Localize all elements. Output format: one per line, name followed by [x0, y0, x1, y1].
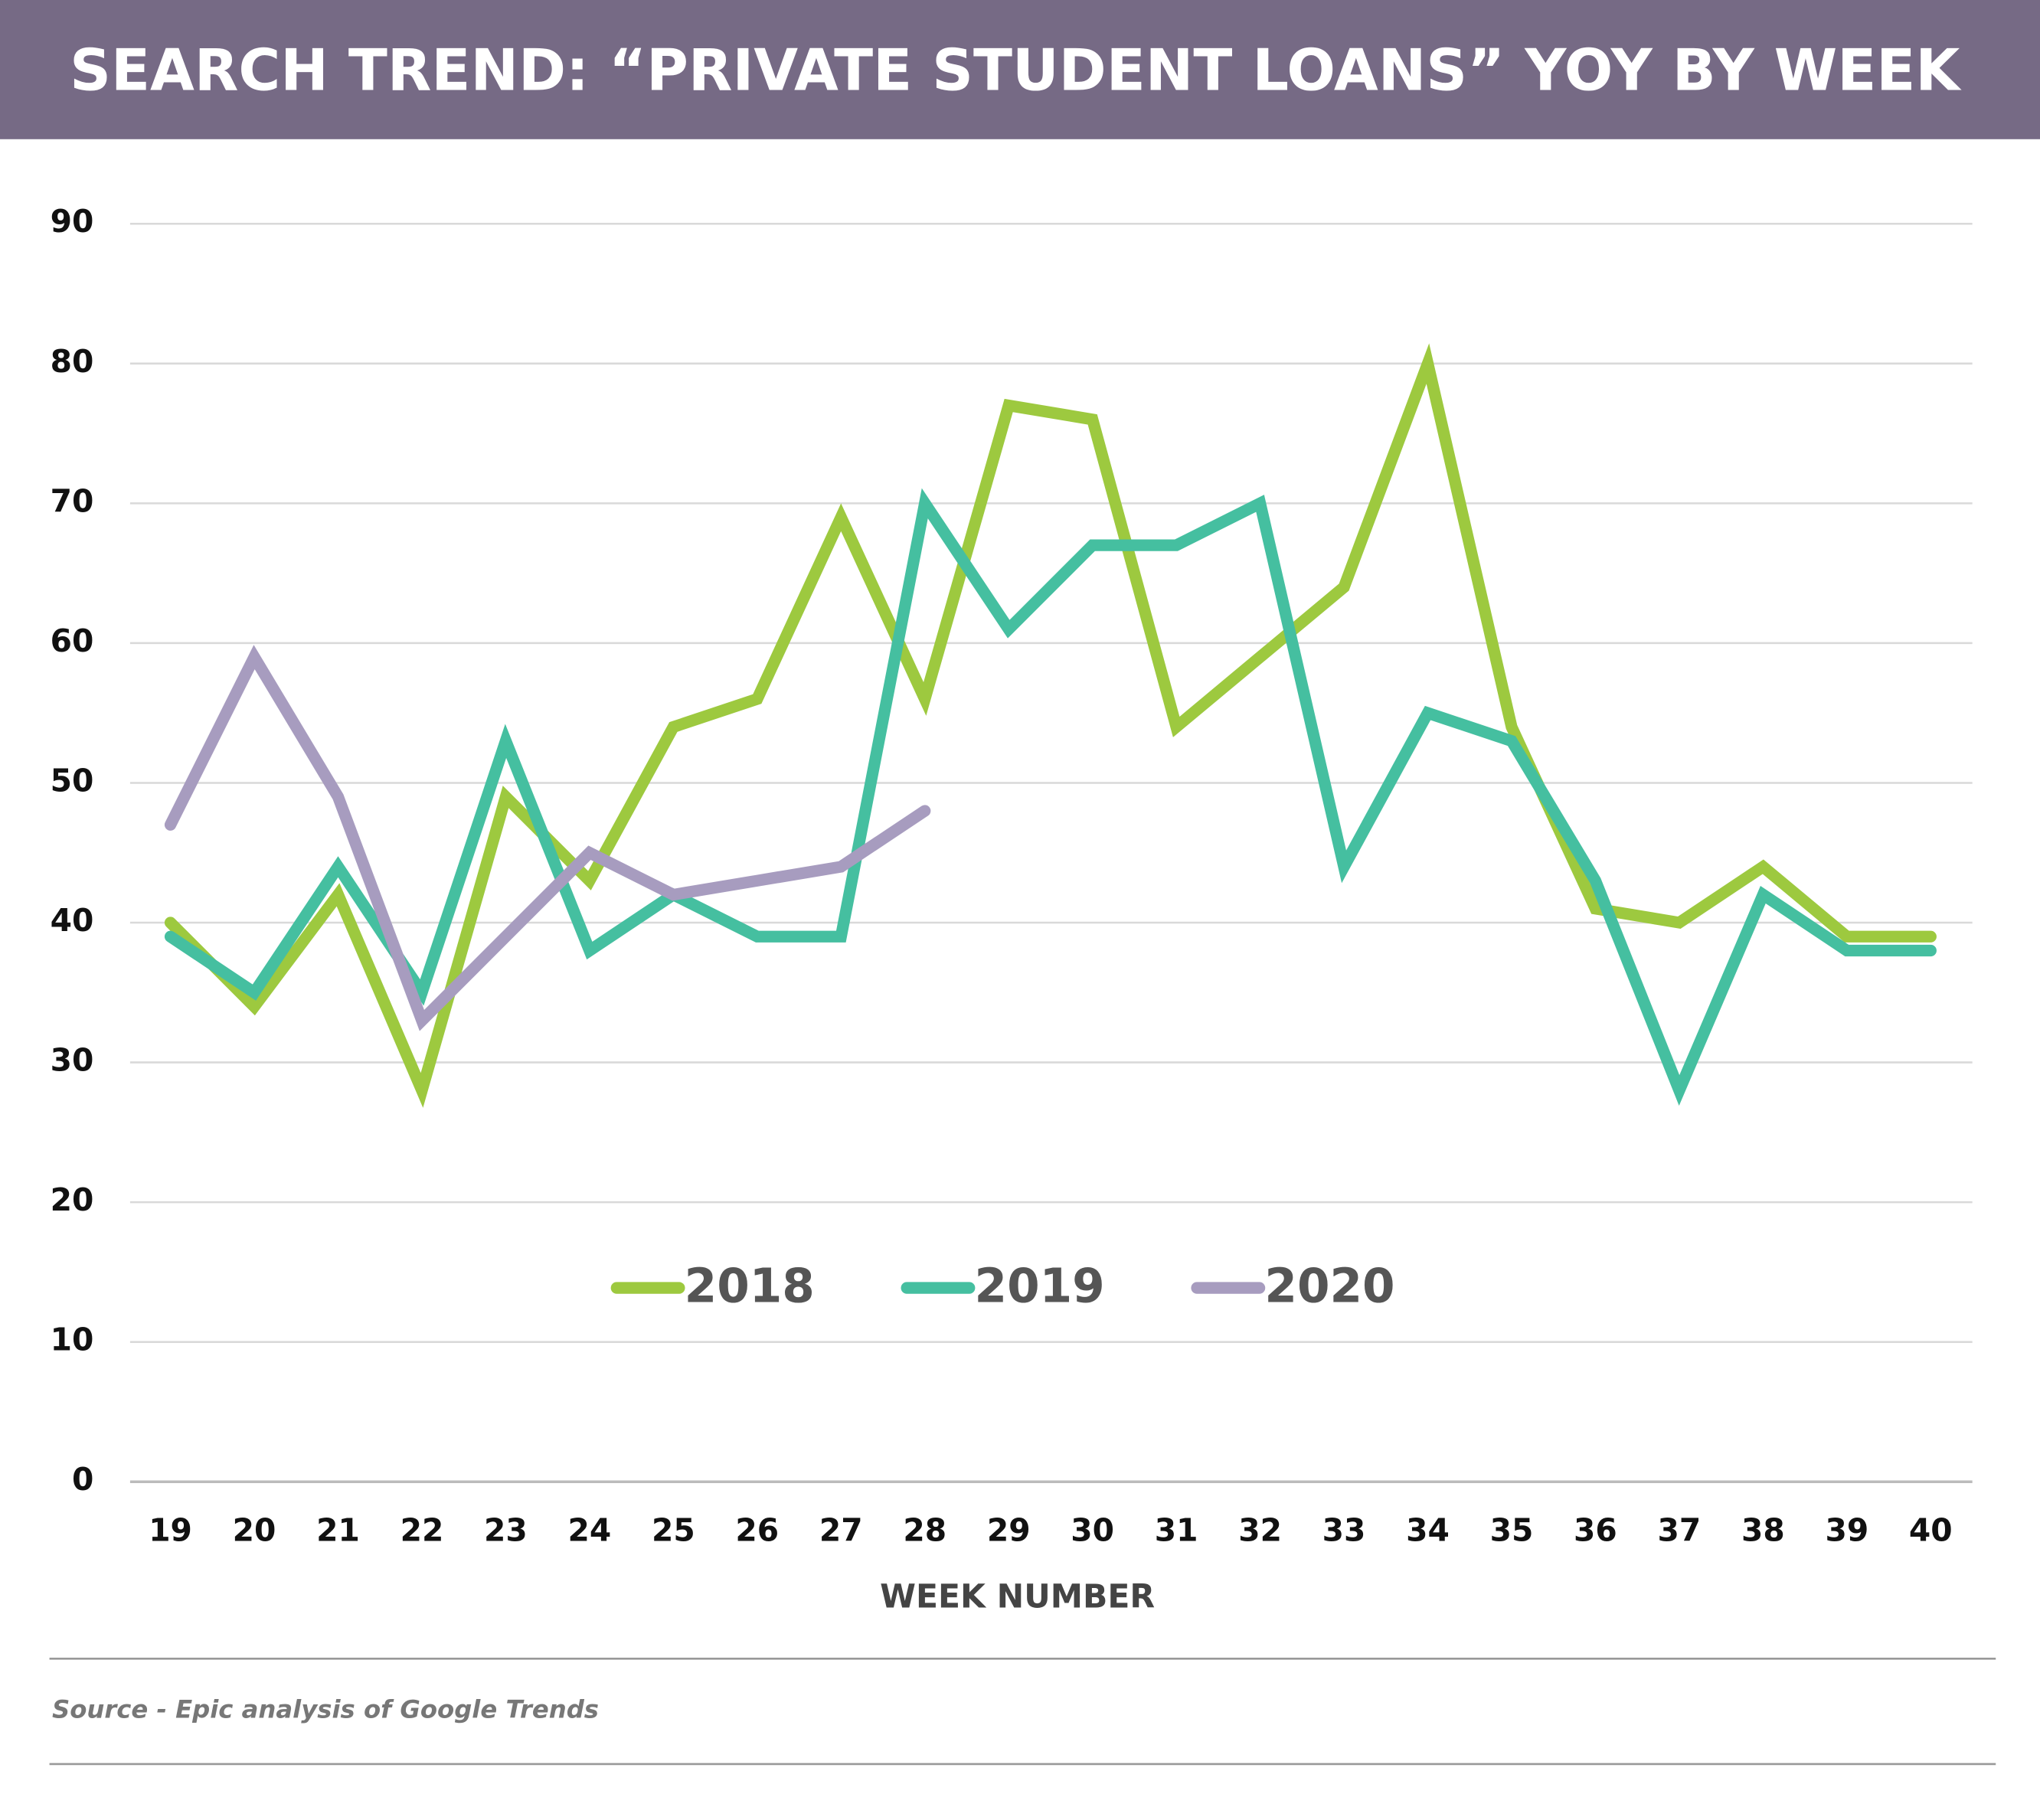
- data-line: [164, 488, 1937, 1106]
- legend-label: 2019: [975, 1259, 1105, 1313]
- x-tick-label: 35: [1490, 1512, 1534, 1549]
- x-tick-label: 37: [1658, 1512, 1702, 1549]
- x-tick-label: 39: [1825, 1512, 1868, 1549]
- x-tick-label: 32: [1238, 1512, 1282, 1549]
- source-note: Source - Epic analysis of Google Trends: [52, 1694, 599, 1724]
- y-tick-label: 40: [51, 902, 94, 939]
- y-tick-label: 80: [51, 343, 94, 380]
- header-bar: [0, 0, 2040, 139]
- chart-title: SEARCH TREND: “PRIVATE STUDENT LOANS” YO…: [70, 37, 1962, 103]
- y-tick-label: 10: [51, 1322, 94, 1358]
- x-tick-label: 20: [233, 1512, 276, 1549]
- x-tick-label: 28: [903, 1512, 946, 1549]
- x-tick-label: 25: [652, 1512, 695, 1549]
- y-tick-label: 70: [51, 482, 94, 519]
- y-tick-label: 60: [51, 622, 94, 659]
- x-tick-label: 33: [1322, 1512, 1366, 1549]
- y-tick-label: 0: [72, 1461, 93, 1498]
- x-tick-label: 34: [1406, 1512, 1450, 1549]
- legend-label: 2018: [685, 1259, 815, 1313]
- x-tick-label: 24: [568, 1512, 612, 1549]
- x-tick-label: 38: [1741, 1512, 1785, 1549]
- y-tick-label: 90: [51, 203, 94, 240]
- x-tick-label: 22: [400, 1512, 444, 1549]
- data-line: [164, 343, 1937, 1108]
- y-tick-label: 50: [51, 762, 94, 799]
- x-tick-label: 19: [149, 1512, 192, 1549]
- x-tick-label: 29: [987, 1512, 1031, 1549]
- x-tick-label: 21: [316, 1512, 360, 1549]
- x-axis-label: WEEK NUMBER: [880, 1579, 1155, 1616]
- x-tick-label: 27: [819, 1512, 863, 1549]
- data-line: [164, 645, 931, 1031]
- x-tick-label: 30: [1071, 1512, 1114, 1549]
- x-tick-label: 40: [1909, 1512, 1953, 1549]
- y-tick-label: 30: [51, 1042, 94, 1079]
- x-tick-label: 23: [484, 1512, 528, 1549]
- y-tick-label: 20: [51, 1181, 94, 1218]
- x-tick-label: 31: [1155, 1512, 1198, 1549]
- x-tick-label: 26: [735, 1512, 779, 1549]
- legend-label: 2020: [1264, 1259, 1394, 1313]
- x-tick-label: 36: [1574, 1512, 1617, 1549]
